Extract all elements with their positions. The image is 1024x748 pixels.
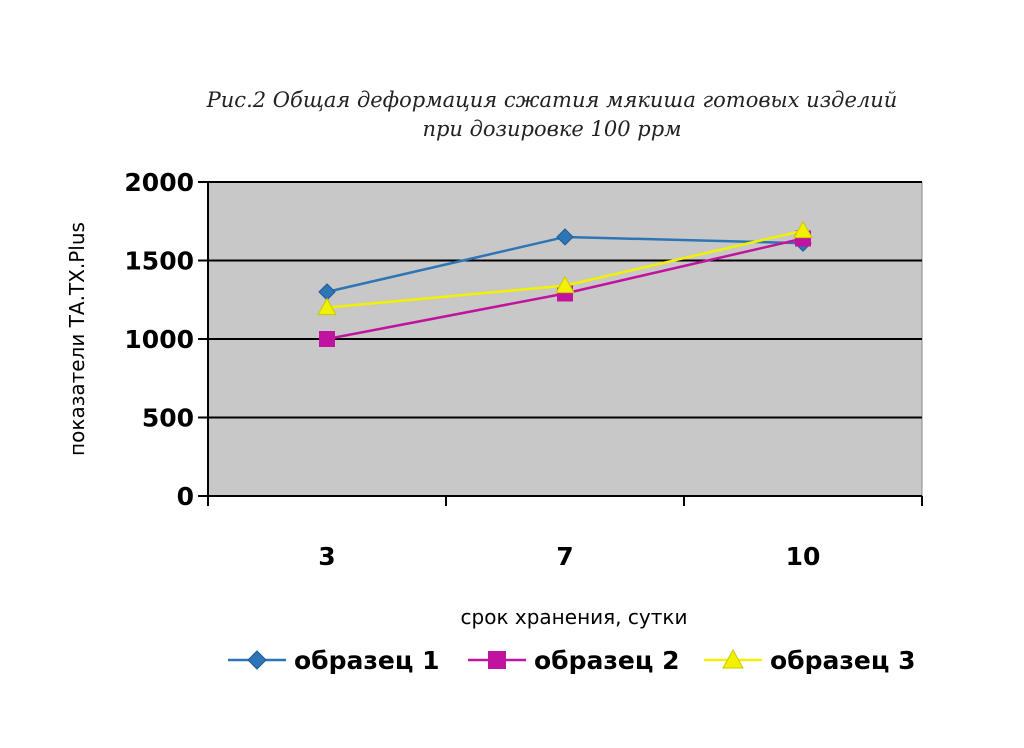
chart-title-block: Рис.2 Общая деформация сжатия мякиша гот… xyxy=(40,86,1024,144)
y-tick-label: 1500 xyxy=(124,247,194,276)
series-3 xyxy=(317,220,813,316)
axes xyxy=(207,182,923,506)
data-point-diamond xyxy=(247,650,267,670)
y-tick-labels: 0 500 1000 1500 2000 xyxy=(124,168,194,511)
y-tick-label: 1000 xyxy=(124,325,194,354)
y-tick-label: 500 xyxy=(142,404,194,433)
legend-item: образец 2 xyxy=(468,646,680,675)
legend-label: образец 3 xyxy=(770,646,916,675)
data-point-triangle xyxy=(317,297,337,316)
x-tick-labels: 3 7 10 xyxy=(318,542,820,571)
y-tick-label: 0 xyxy=(177,482,194,511)
x-tick-label: 10 xyxy=(786,542,821,571)
legend-item: образец 3 xyxy=(704,646,916,675)
chart-subtitle: при дозировке 100 ppм xyxy=(422,117,682,141)
data-point-diamond xyxy=(556,228,574,246)
x-axis-label: срок хранения, сутки xyxy=(461,605,688,629)
data-point-triangle xyxy=(555,275,575,294)
y-axis-label: показатели ТА.ТХ.Plus xyxy=(65,222,89,456)
data-point-square xyxy=(488,651,506,669)
y-tick-label: 2000 xyxy=(124,168,194,197)
legend-label: образец 2 xyxy=(534,646,680,675)
data-point-triangle xyxy=(793,220,813,239)
legend-label: образец 1 xyxy=(294,646,440,675)
data-point-square xyxy=(319,331,335,347)
x-tick-label: 3 xyxy=(318,542,335,571)
data-point-triangle xyxy=(722,648,744,669)
legend: образец 1 образец 2 образец 3 xyxy=(228,646,916,675)
legend-item: образец 1 xyxy=(228,646,440,675)
x-tick-label: 7 xyxy=(556,542,573,571)
chart-title: Рис.2 Общая деформация сжатия мякиша гот… xyxy=(206,88,898,112)
series-group xyxy=(317,220,813,347)
